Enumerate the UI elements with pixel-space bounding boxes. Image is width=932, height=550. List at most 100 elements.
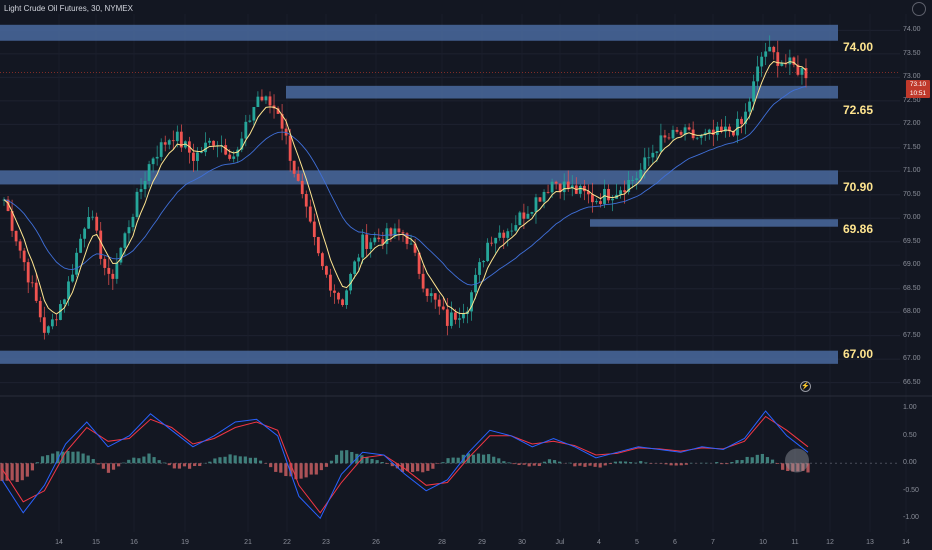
candle-body (204, 142, 207, 153)
candle-body (151, 158, 155, 165)
candle-body (264, 96, 268, 101)
histogram-bar (446, 458, 450, 464)
candle-body (107, 267, 111, 274)
candle-body (449, 312, 453, 326)
candle-body (240, 138, 244, 150)
candle-body (679, 131, 683, 135)
candle-body (228, 154, 232, 159)
x-tick-label: 22 (283, 539, 291, 546)
histogram-bar (395, 463, 399, 469)
candle-body (510, 230, 514, 232)
histogram-bar (618, 461, 623, 464)
histogram-bar (334, 454, 339, 464)
chart-title: Light Crude Oil Futures, 30, NYMEX (4, 4, 133, 13)
candle-body (756, 66, 760, 82)
histogram-bar (730, 462, 734, 464)
candle-body (119, 247, 123, 263)
histogram-bar (294, 463, 298, 480)
x-tick-label: 28 (438, 539, 446, 546)
candle-body (748, 101, 751, 112)
candle-body (494, 237, 498, 244)
candle-body (252, 107, 256, 121)
y-tick-label: 67.50 (903, 331, 921, 339)
candle-body (687, 127, 691, 130)
histogram-bar (198, 463, 202, 467)
candle-body (143, 180, 147, 190)
candle-body (385, 228, 389, 245)
histogram-bar (0, 463, 4, 481)
candle-body (603, 188, 606, 204)
candle-body (506, 231, 510, 238)
candle-body (723, 126, 727, 132)
histogram-bar (426, 463, 430, 471)
candle-body (59, 304, 62, 320)
histogram-bar (269, 463, 273, 468)
histogram-bar (547, 459, 552, 464)
histogram-bar (497, 458, 501, 464)
histogram-bar (770, 459, 775, 464)
candle-body (393, 228, 397, 237)
candle-body (437, 299, 441, 307)
candle-body (260, 96, 264, 101)
x-tick-label: 5 (635, 539, 639, 546)
zone-label-74: 74.00 (843, 40, 874, 54)
histogram-bar (639, 461, 643, 464)
candle-body (365, 234, 369, 249)
candle-body (83, 228, 87, 239)
candle-body (345, 290, 348, 306)
candle-body (675, 129, 679, 132)
histogram-bar (157, 460, 161, 464)
settings-icon[interactable] (912, 2, 926, 16)
candle-body (369, 242, 373, 249)
candle-body (740, 118, 743, 124)
flash-icon[interactable]: ⚡ (800, 381, 811, 392)
candle-body (611, 198, 614, 201)
zone-band (590, 219, 838, 227)
candle-body (490, 242, 494, 244)
candle-body (99, 230, 103, 259)
candle-body (22, 250, 26, 263)
candle-body (433, 293, 437, 300)
histogram-bar (81, 453, 85, 464)
candle-body (558, 183, 562, 193)
x-tick-label: 14 (902, 539, 910, 546)
candle-body (373, 237, 377, 243)
candle-body (421, 273, 425, 289)
candle-body (647, 157, 651, 159)
x-tick-label: 26 (372, 539, 380, 546)
histogram-bar (674, 463, 678, 466)
candle-body (502, 232, 506, 238)
histogram-bar (86, 455, 90, 464)
x-tick-label: 23 (322, 539, 330, 546)
candle-body (300, 180, 304, 195)
candle-body (760, 56, 764, 67)
histogram-bar (223, 456, 227, 464)
last-price: 73.10 (909, 81, 927, 88)
x-tick-label: 29 (478, 539, 486, 546)
candle-body (518, 212, 522, 226)
candle-body (115, 262, 119, 279)
histogram-bar (91, 459, 95, 464)
histogram-bar (66, 451, 70, 464)
candle-body (453, 312, 457, 320)
y-tick-label: 66.50 (903, 378, 921, 386)
candle-body (457, 318, 461, 320)
histogram-bar (162, 462, 166, 464)
histogram-bar (340, 450, 344, 464)
histogram-bar (370, 458, 374, 464)
osc-tick-label: -0.50 (903, 486, 919, 494)
histogram-bar (213, 458, 217, 464)
histogram-bar (603, 463, 607, 466)
candle-body (401, 232, 405, 234)
histogram-bar (522, 463, 526, 465)
moving-averages (3, 60, 807, 315)
candle-body (578, 185, 582, 194)
histogram-bar (527, 463, 531, 467)
candle-body (530, 212, 534, 214)
candle-body (38, 300, 42, 318)
candle-body (736, 118, 739, 136)
candle-body (776, 52, 780, 66)
candle-body (768, 46, 772, 52)
histogram-bar (669, 463, 673, 466)
